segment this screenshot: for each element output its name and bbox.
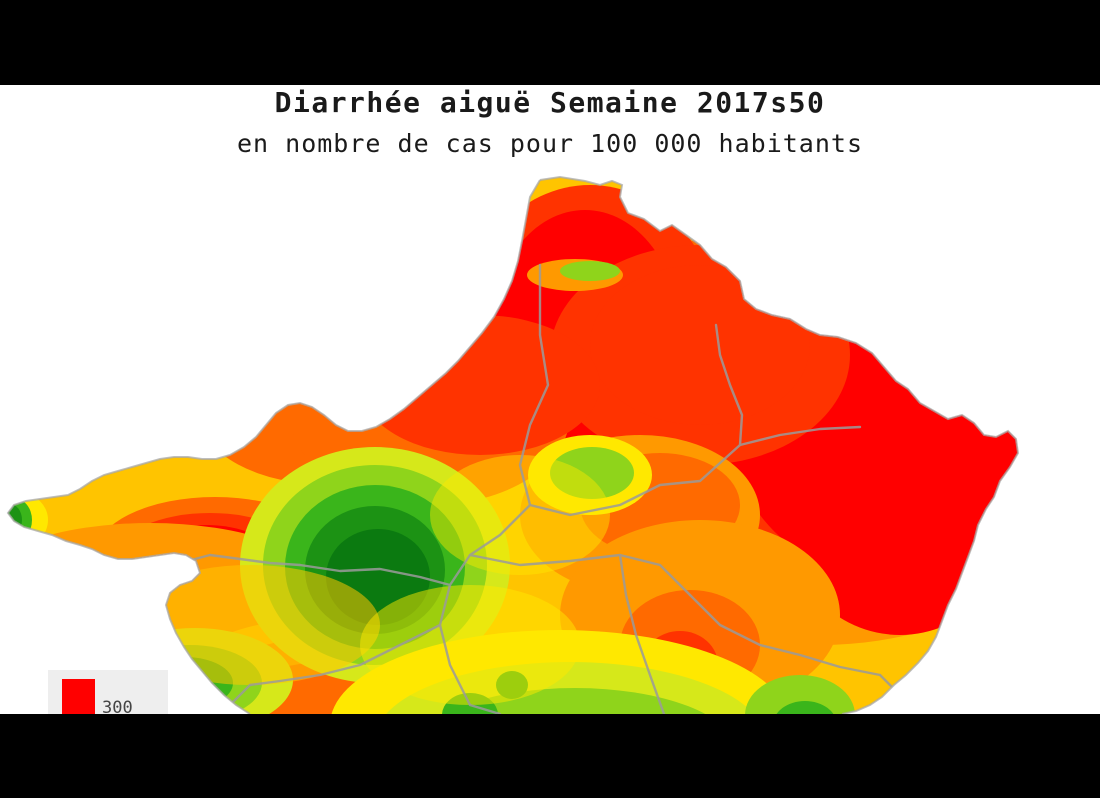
region-boundaries xyxy=(118,263,918,714)
band-centre-lightgreen xyxy=(550,447,634,499)
band-southeast-lightgreen xyxy=(745,675,855,714)
boundary-aquitaine-north xyxy=(248,623,442,687)
boundary-centre-east xyxy=(468,553,692,597)
band-east-red-south xyxy=(780,375,1018,635)
boundary-champagne xyxy=(738,425,862,447)
band-alsace-orange xyxy=(953,577,1018,673)
band-north-bridge-inner xyxy=(590,265,810,425)
legend-panel[interactable]: 300 xyxy=(48,670,168,714)
boundary-bourgogne-south xyxy=(688,593,882,677)
band-alsace-yellow xyxy=(970,589,1018,661)
map-svg xyxy=(6,175,1020,714)
page-title: Diarrhée aiguë Semaine 2017s50 xyxy=(274,86,826,119)
legend-swatch-red xyxy=(62,679,95,714)
coastline-west xyxy=(6,179,541,714)
boundary-brittany-east xyxy=(208,553,302,567)
boundary-idf-north xyxy=(528,443,742,517)
band-southeast-green xyxy=(773,701,837,714)
boundary-east xyxy=(714,323,744,447)
france-incidence-map xyxy=(0,85,1100,714)
boundary-loire xyxy=(298,563,452,587)
letterbox-top-bar xyxy=(0,0,1100,85)
boundary-nord-normandie xyxy=(518,263,550,507)
band-nord-cap-green xyxy=(560,261,620,281)
letterbox-bottom-bar xyxy=(0,714,1100,798)
map-colour-bands xyxy=(8,177,1018,714)
band-alsace-green xyxy=(983,600,1017,640)
legend-label-red: 300 xyxy=(102,698,133,714)
page-subtitle: en nombre de cas pour 100 000 habitants xyxy=(237,129,863,158)
boundary-massif-west xyxy=(468,703,502,714)
band-smooth-centre xyxy=(360,585,580,705)
boundary-centre-south xyxy=(618,553,666,714)
title-block: Diarrhée aiguë Semaine 2017s50 en nombre… xyxy=(0,85,1100,158)
map-page: Diarrhée aiguë Semaine 2017s50 en nombre… xyxy=(0,85,1100,714)
band-smooth-west xyxy=(120,565,380,685)
coastline-east xyxy=(539,175,1020,714)
